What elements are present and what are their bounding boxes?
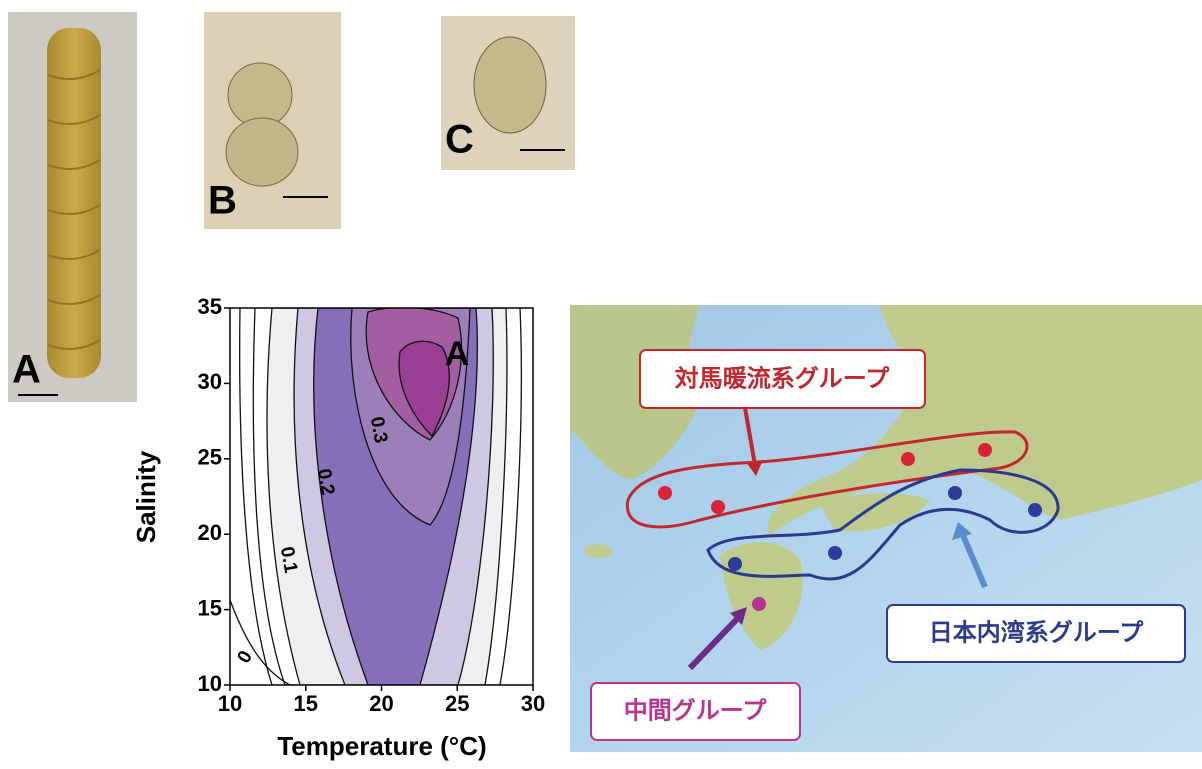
land [584, 544, 612, 558]
y-axis-label: Salinity [131, 450, 161, 543]
panel-label: C [445, 118, 474, 162]
contour-plot [230, 307, 533, 685]
panel-label: B [208, 179, 237, 223]
x-axis-label: Temperature (°C) [277, 731, 486, 761]
group-label: 中間グループ [624, 697, 768, 724]
chart-annotation: A [445, 335, 470, 373]
cell-chain [47, 28, 101, 378]
cell [474, 37, 546, 133]
x-tick-label: 25 [445, 691, 469, 716]
map: 対馬暖流系グループ 日本内湾系グループ 中間グループ [570, 305, 1202, 752]
y-tick-label: 10 [198, 671, 222, 696]
y-tick-label: 15 [198, 595, 222, 620]
panel-label: A [12, 348, 41, 392]
group-label: 対馬暖流系グループ [675, 365, 891, 392]
y-tick-label: 35 [198, 294, 222, 319]
cell [228, 63, 292, 127]
x-tick-label: 30 [521, 691, 545, 716]
group-label: 日本内湾系グループ [929, 618, 1145, 646]
cell [226, 118, 298, 186]
x-tick-label: 15 [294, 691, 318, 716]
x-tick-label: 20 [369, 691, 393, 716]
y-tick-label: 30 [198, 369, 222, 394]
site-dot [752, 597, 766, 611]
y-tick-label: 20 [198, 520, 222, 545]
y-tick-label: 25 [198, 445, 222, 470]
